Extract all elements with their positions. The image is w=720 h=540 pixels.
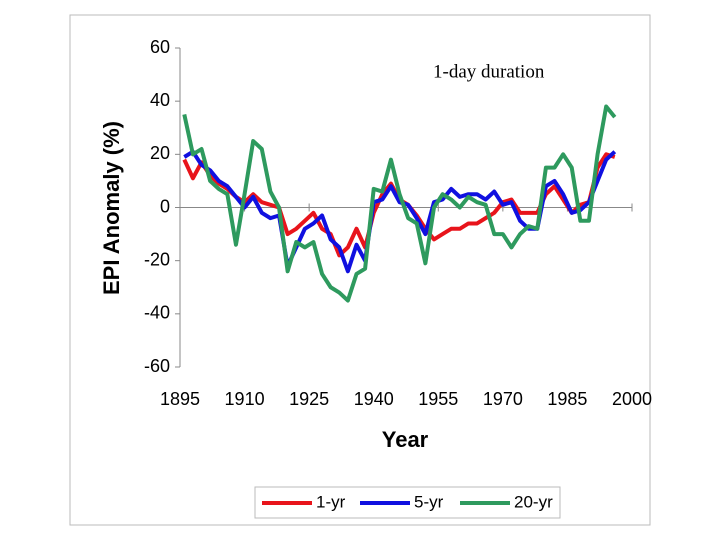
x-tick-label: 1925 bbox=[289, 389, 329, 409]
x-tick-label: 1940 bbox=[354, 389, 394, 409]
y-tick-label: 0 bbox=[160, 196, 170, 216]
legend-label: 1-yr bbox=[316, 492, 346, 511]
series-line bbox=[182, 104, 617, 303]
y-tick-label: 40 bbox=[150, 90, 170, 110]
y-tick-label: 60 bbox=[150, 37, 170, 57]
legend-label: 20-yr bbox=[514, 492, 553, 511]
y-tick-label: 20 bbox=[150, 143, 170, 163]
y-tick-label: -40 bbox=[144, 303, 170, 323]
x-tick-label: 1970 bbox=[483, 389, 523, 409]
x-tick-label: 1985 bbox=[547, 389, 587, 409]
y-tick-label: -60 bbox=[144, 356, 170, 376]
annotation: 1-day duration bbox=[433, 61, 545, 82]
legend-label: 5-yr bbox=[414, 492, 444, 511]
x-tick-label: 1955 bbox=[418, 389, 458, 409]
x-tick-label: 1895 bbox=[160, 389, 200, 409]
frame bbox=[69, 14, 651, 526]
y-tick-label: -20 bbox=[144, 249, 170, 269]
x-tick-label: 1910 bbox=[225, 389, 265, 409]
y-axis-label: EPI Anomaly (%) bbox=[99, 121, 124, 295]
x-tick-label: 2000 bbox=[612, 389, 652, 409]
x-axis-label: Year bbox=[382, 427, 429, 452]
